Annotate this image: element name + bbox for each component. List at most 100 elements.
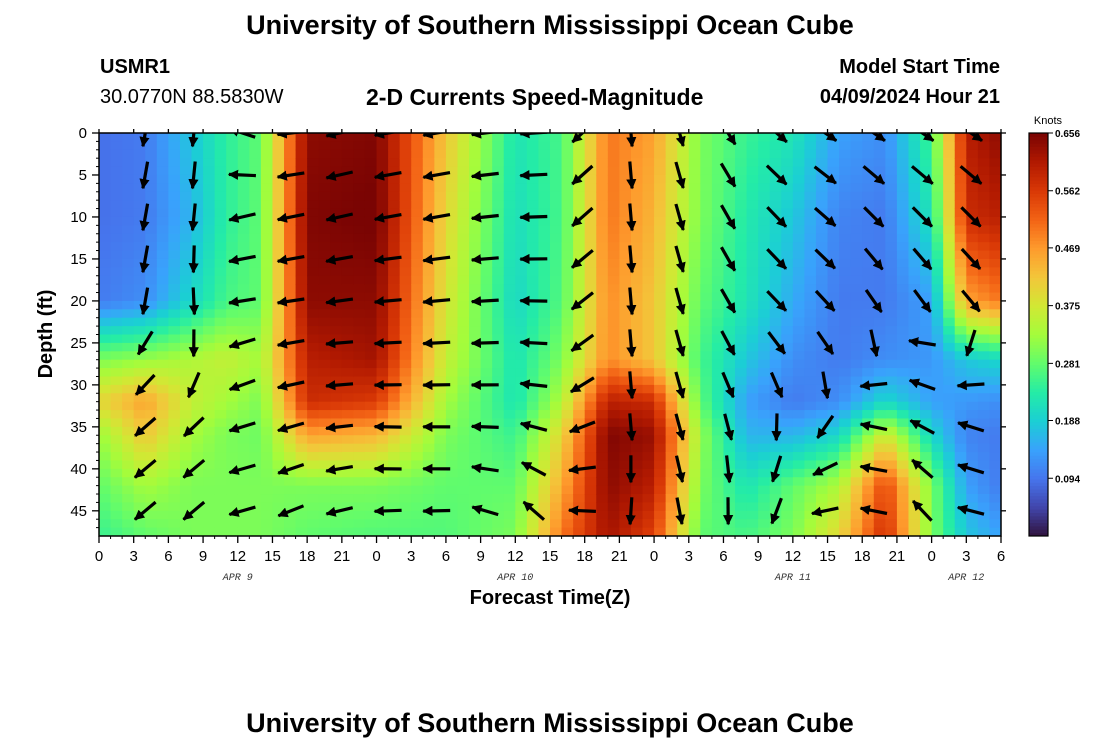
heat-cell <box>885 342 898 352</box>
current-arrow <box>956 504 985 516</box>
heat-cell <box>445 183 459 193</box>
heat-cell <box>353 191 366 201</box>
heat-cell <box>573 166 586 176</box>
heat-cell <box>561 200 574 210</box>
heat-cell <box>388 149 401 159</box>
heat-cell <box>526 452 540 462</box>
heat-cell <box>492 225 505 235</box>
heat-cell <box>526 510 540 520</box>
heat-cell <box>99 443 112 453</box>
heat-cell <box>827 166 840 176</box>
heat-cell <box>896 418 910 428</box>
heat-cell <box>550 225 563 235</box>
heat-cell <box>515 267 528 277</box>
heat-cell <box>839 200 852 210</box>
heat-cell <box>341 141 355 151</box>
heat-cell <box>561 141 574 151</box>
heat-cell <box>179 401 193 411</box>
heat-cell <box>318 502 331 512</box>
heat-cell <box>353 494 366 504</box>
heat-cell <box>399 435 412 445</box>
current-arrow <box>961 289 981 313</box>
heat-cell <box>480 527 493 536</box>
heat-cell <box>307 477 320 487</box>
heat-cell <box>873 292 886 302</box>
heat-cell <box>943 158 956 168</box>
heat-cell <box>654 200 667 210</box>
heat-cell <box>457 401 470 411</box>
heat-cell <box>399 309 412 319</box>
heat-cell <box>908 452 921 462</box>
heat-cell <box>550 443 563 453</box>
heat-cell <box>388 342 401 352</box>
heat-cell <box>607 368 620 378</box>
heat-cell <box>619 200 632 210</box>
heat-cell <box>896 174 910 184</box>
heat-cell <box>318 166 331 176</box>
heat-cell <box>503 384 516 394</box>
heat-cell <box>642 326 655 336</box>
heat-cell <box>353 258 366 268</box>
heat-cell <box>307 250 320 260</box>
heat-cell <box>122 174 135 184</box>
heat-cell <box>619 275 632 285</box>
heat-cell <box>388 166 401 176</box>
heat-cell <box>630 326 644 336</box>
heat-cell <box>781 368 794 378</box>
heat-cell <box>700 267 713 277</box>
heat-cell <box>214 393 227 403</box>
heat-cell <box>122 376 135 386</box>
heat-cell <box>584 519 597 529</box>
heat-cell <box>353 141 366 151</box>
current-arrow <box>816 330 835 355</box>
heat-cell <box>122 233 135 243</box>
heat-cell <box>492 410 505 420</box>
colorbar-segment <box>1029 163 1048 168</box>
heat-cell <box>469 284 482 294</box>
heat-cell <box>110 494 123 504</box>
heat-cell <box>526 200 540 210</box>
heat-cell <box>665 393 678 403</box>
heat-cell <box>642 191 655 201</box>
heat-cell <box>735 133 748 142</box>
heat-cell <box>642 494 655 504</box>
colorbar-segment <box>1029 334 1048 339</box>
heat-cell <box>526 242 540 252</box>
heat-cell <box>168 191 181 201</box>
heat-cell <box>792 443 806 453</box>
heat-cell <box>249 494 262 504</box>
heat-cell <box>943 460 956 470</box>
heat-cell <box>503 485 516 495</box>
heat-cell <box>896 158 910 168</box>
heat-cell <box>122 351 135 361</box>
heat-cell <box>804 376 817 386</box>
heat-cell <box>237 166 250 176</box>
heat-cell <box>388 485 401 495</box>
heat-cell <box>307 494 320 504</box>
heat-cell <box>550 527 563 536</box>
current-arrow <box>816 414 835 439</box>
heat-cell <box>434 519 447 529</box>
heat-cell <box>480 435 493 445</box>
heat-cell <box>561 485 574 495</box>
heat-cell <box>677 158 690 168</box>
heat-cell <box>260 502 274 512</box>
heat-cell <box>781 359 794 369</box>
heat-cell <box>526 359 540 369</box>
heat-cell <box>330 401 343 411</box>
heat-cell <box>480 267 493 277</box>
colorbar-segment <box>1029 361 1048 366</box>
heat-cell <box>746 216 759 226</box>
heat-cell <box>850 300 863 310</box>
heat-cell <box>237 384 250 394</box>
heat-cell <box>654 258 667 268</box>
heat-cell <box>434 183 447 193</box>
heat-cell <box>469 468 482 478</box>
heat-cell <box>388 401 401 411</box>
heat-cell <box>353 452 366 462</box>
heat-cell <box>110 351 123 361</box>
heat-cell <box>191 250 204 260</box>
heat-cell <box>908 208 921 218</box>
heat-cell <box>99 233 112 243</box>
heat-cell <box>839 368 852 378</box>
